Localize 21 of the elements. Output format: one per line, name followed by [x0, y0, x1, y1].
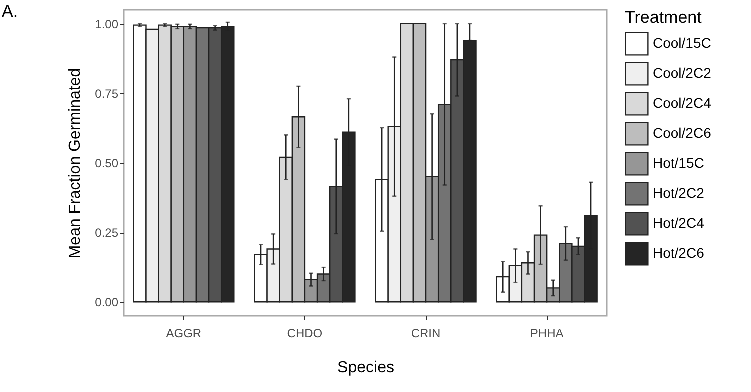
text: A.	[2, 2, 18, 22]
y-tick-label: 0.50	[95, 156, 119, 170]
legend-label: Hot/2C4	[653, 215, 705, 231]
x-tick-label: PHHA	[530, 326, 564, 340]
legend-label: Cool/2C2	[653, 65, 712, 81]
x-tick-label: CRIN	[411, 326, 441, 340]
y-tick-label: 0.25	[95, 226, 119, 240]
x-axis-title: Species	[338, 360, 394, 376]
y-axis-title: Mean Fraction Germinated	[67, 68, 84, 259]
legend-label: Hot/2C6	[653, 245, 705, 261]
y-tick-label: 0.00	[95, 296, 119, 310]
x-tick-label: AGGR	[166, 326, 202, 340]
legend-title: Treatment	[625, 8, 702, 27]
legend-label: Cool/2C4	[653, 95, 712, 111]
legend-label: Cool/2C6	[653, 125, 712, 141]
legend-label: Hot/2C2	[653, 185, 705, 201]
y-tick-label: 0.75	[95, 86, 119, 101]
y-tick-label: 1.00	[95, 17, 119, 32]
legend-label: Cool/15C	[653, 35, 712, 51]
legend-label: Hot/15C	[653, 155, 704, 171]
x-tick-label: CHDO	[287, 326, 323, 340]
